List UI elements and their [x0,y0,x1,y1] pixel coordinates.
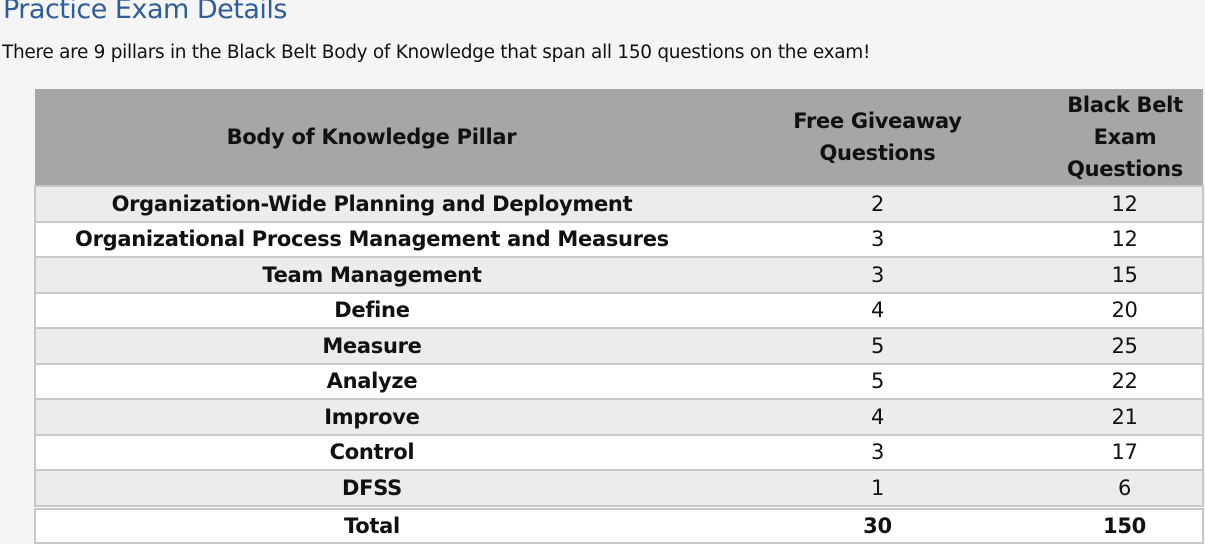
cell-black-belt-exam: 12 [1047,185,1204,222]
cell-pillar: Define [34,291,708,328]
table-row: Measure 5 25 [34,327,1204,364]
intro-text: There are 9 pillars in the Black Belt Bo… [2,42,871,63]
table-row: Organizational Process Management and Me… [34,220,1204,257]
cell-black-belt-exam: 15 [1047,256,1204,293]
cell-black-belt-exam: 20 [1047,291,1204,328]
table-row: Team Management 3 15 [34,256,1204,293]
cell-pillar: Improve [34,398,708,435]
cell-pillar: DFSS [34,469,708,507]
cell-free-giveaway: 3 [707,433,1048,470]
cell-free-giveaway: 4 [707,291,1048,328]
cell-black-belt-exam: 21 [1047,398,1204,435]
cell-free-giveaway: 1 [707,469,1048,507]
table-row: DFSS 1 6 [34,469,1204,507]
total-label: Total [34,504,708,544]
cell-free-giveaway: 3 [707,256,1048,293]
table-row: Improve 4 21 [34,398,1204,435]
page-title: Practice Exam Details [3,0,288,25]
table-row: Control 3 17 [34,433,1204,470]
cell-free-giveaway: 3 [707,220,1048,257]
table-row: Define 4 20 [34,291,1204,328]
cell-free-giveaway: 5 [707,362,1048,399]
header-free-giveaway: Free Giveaway Questions [707,89,1048,186]
cell-black-belt-exam: 22 [1047,362,1204,399]
total-free-giveaway: 30 [707,504,1048,544]
cell-pillar: Measure [34,327,708,364]
cell-black-belt-exam: 17 [1047,433,1204,470]
cell-pillar: Organizational Process Management and Me… [34,220,708,257]
header-pillar: Body of Knowledge Pillar [35,89,708,186]
cell-pillar: Control [34,433,708,470]
header-black-belt-exam: Black Belt Exam Questions [1047,89,1203,186]
cell-free-giveaway: 2 [707,185,1048,222]
total-black-belt-exam: 150 [1047,504,1204,544]
table-row: Analyze 5 22 [34,362,1204,399]
total-row: Total 30 150 [34,504,1204,544]
table-row: Organization-Wide Planning and Deploymen… [34,185,1204,222]
header-row: Body of Knowledge Pillar Free Giveaway Q… [35,89,1203,186]
cell-free-giveaway: 5 [707,327,1048,364]
cell-free-giveaway: 4 [707,398,1048,435]
cell-black-belt-exam: 12 [1047,220,1204,257]
exam-details-table: Body of Knowledge Pillar Free Giveaway Q… [34,89,1204,544]
cell-pillar: Team Management [34,256,708,293]
cell-black-belt-exam: 6 [1047,469,1204,507]
cell-black-belt-exam: 25 [1047,327,1204,364]
cell-pillar: Analyze [34,362,708,399]
cell-pillar: Organization-Wide Planning and Deploymen… [34,185,708,222]
